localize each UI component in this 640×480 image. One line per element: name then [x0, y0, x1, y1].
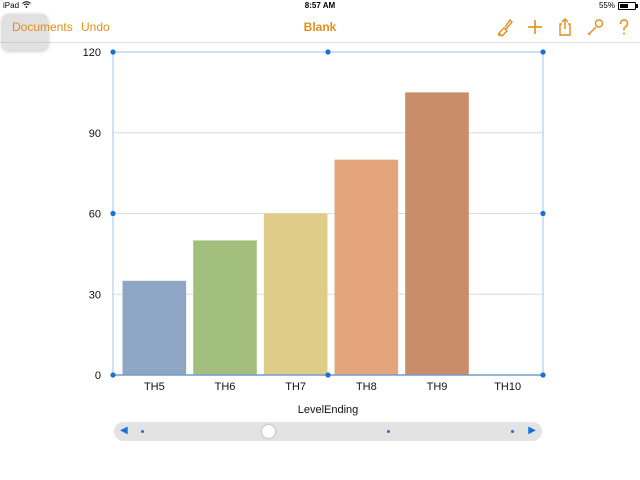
scrubber-next-icon[interactable]: ▶ — [528, 425, 536, 436]
x-tick-label: TH7 — [285, 381, 306, 393]
document-title[interactable]: Blank — [303, 20, 337, 34]
selection-handle[interactable] — [325, 372, 331, 378]
selection-handle[interactable] — [110, 210, 116, 217]
battery-percent: 55% — [598, 1, 615, 10]
bar-chart[interactable]: 0 30 60 90 120 TH5 TH6 TH7 TH8 TH9 TH10 LevelEndin… — [0, 42, 640, 422]
scrubber-thumb[interactable] — [262, 425, 276, 438]
undo-button[interactable]: Undo — [81, 20, 110, 34]
scrubber-dot — [511, 430, 514, 433]
selection-handle[interactable] — [110, 49, 116, 55]
selection-handle[interactable] — [540, 372, 546, 378]
tick-labels: 0 30 60 90 120 TH5 TH6 TH7 TH8 TH9 TH10 — [83, 47, 521, 393]
x-axis-title: LevelEnding — [298, 404, 359, 416]
y-tick-label: 60 — [89, 209, 101, 221]
paintbrush-icon[interactable] — [494, 16, 516, 38]
status-left: iPad — [3, 1, 31, 10]
status-bar: iPad 8:57 AM 55% — [0, 0, 640, 12]
bar-th5[interactable] — [122, 280, 187, 375]
status-right: 55% — [598, 1, 638, 10]
plus-icon[interactable] — [524, 16, 546, 38]
chart-scrubber[interactable]: ◀ ▶ — [114, 422, 542, 441]
bars — [122, 92, 469, 376]
bar-th6[interactable] — [193, 240, 257, 375]
status-time: 8:57 AM — [304, 1, 336, 10]
documents-button[interactable]: Documents — [12, 20, 73, 34]
selection-handle[interactable] — [110, 372, 116, 378]
battery-icon — [618, 1, 638, 10]
grid-lines — [113, 51, 543, 295]
x-tick-label: TH5 — [144, 381, 165, 393]
x-tick-label: TH10 — [494, 381, 521, 393]
device-name: iPad — [3, 1, 20, 10]
y-tick-label: 90 — [89, 128, 101, 140]
selection-handle[interactable] — [540, 49, 546, 55]
y-tick-label: 30 — [89, 289, 101, 301]
bar-th8[interactable] — [334, 159, 399, 375]
wifi-icon — [22, 1, 31, 10]
bar-th7[interactable] — [263, 213, 328, 376]
scrubber-prev-icon[interactable]: ◀ — [120, 425, 128, 436]
x-tick-label: TH8 — [356, 381, 377, 393]
bar-th9[interactable] — [405, 92, 469, 375]
scrubber-dot — [387, 430, 390, 433]
share-icon[interactable] — [554, 16, 576, 38]
x-tick-label: TH6 — [215, 381, 236, 393]
wrench-icon[interactable] — [584, 16, 606, 38]
help-icon[interactable] — [613, 16, 635, 38]
documents-button-highlight[interactable] — [2, 14, 48, 50]
x-tick-label: TH9 — [427, 381, 448, 393]
y-tick-label: 0 — [95, 370, 101, 382]
y-tick-label: 120 — [83, 47, 101, 59]
selection-handle[interactable] — [325, 49, 331, 55]
chart-selection-frame[interactable] — [110, 49, 546, 378]
toolbar: Documents Undo Blank — [0, 12, 640, 50]
selection-handle[interactable] — [540, 210, 546, 217]
scrubber-dot — [141, 430, 144, 433]
